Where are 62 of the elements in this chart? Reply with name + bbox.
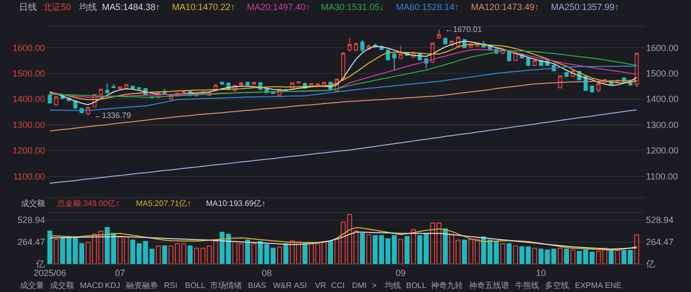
text: MACD <box>80 281 104 290</box>
annotation: ←1336.79 <box>94 111 132 120</box>
text: BIAS <box>248 281 266 290</box>
chart-title: 北证50 <box>43 2 72 12</box>
text: EXPMA <box>575 281 604 290</box>
x-tick-label: 08 <box>262 268 272 278</box>
y2-tick-label: 1600.00 <box>646 42 679 53</box>
x-tick-label: 07 <box>114 268 126 278</box>
text: MA20:1497.40↑ <box>247 2 310 12</box>
y2-tick-label: 亿 <box>645 259 655 270</box>
text: ENE <box>605 281 622 290</box>
y2-tick-label: 1500.00 <box>646 68 679 78</box>
text: 神奇九转 <box>431 281 463 290</box>
text: MA10:193.69亿↑ <box>206 199 266 208</box>
text: 神奇五线谱 <box>469 281 509 290</box>
text: DMI <box>352 281 367 290</box>
text: 成交量 <box>20 281 44 290</box>
y-tick-label: 528.94 <box>17 214 45 225</box>
text: KDJ <box>105 281 120 290</box>
y2-tick-label: 1200.00 <box>646 146 679 156</box>
annotation: ←1670.01 <box>445 25 482 34</box>
text: 均线 <box>78 2 97 12</box>
text: 成交额 <box>50 281 74 290</box>
text: VR <box>315 281 326 290</box>
text: 多空线 <box>545 281 569 290</box>
y-tick-label: 1100.00 <box>13 171 45 182</box>
text: MA5:1484.38↑ <box>102 2 160 12</box>
text: > <box>372 281 377 290</box>
chart-title: 成交额 <box>21 199 45 208</box>
text: 日线 <box>19 2 37 12</box>
text: 融资融券 <box>126 281 158 290</box>
y2-tick-label: 1100.00 <box>646 171 678 182</box>
y-tick-label: 1600.00 <box>12 42 45 53</box>
text: W&R <box>273 281 292 290</box>
text: BOLL <box>185 281 206 290</box>
text: MA5:207.71亿↑ <box>136 199 192 208</box>
y-tick-label: 264.47 <box>17 237 45 248</box>
text: MA120:1473.49↑ <box>471 2 540 12</box>
x-tick-label: 2025/06 <box>34 268 66 278</box>
y2-tick-label: 1400.00 <box>646 94 679 104</box>
text: MA10:1470.22↑ <box>172 2 236 12</box>
y2-tick-label: 1300.00 <box>646 120 679 130</box>
text: 均线 <box>384 281 401 290</box>
text: 总金额:349.00亿↑ <box>56 199 120 208</box>
text: BOLL <box>406 281 428 290</box>
y-tick-label: 1300.00 <box>12 120 45 130</box>
text: CCI <box>331 281 345 290</box>
x-tick-label: 10 <box>536 268 546 278</box>
text: MA250:1357.99↑ <box>551 2 620 12</box>
text: 市场情绪 <box>210 281 242 290</box>
text: MA60:1528.14↑ <box>396 2 460 12</box>
y-tick-label: 1200.00 <box>12 146 45 156</box>
y-tick-label: 1400.00 <box>12 94 45 104</box>
text: ASI <box>294 281 307 290</box>
text: RSI <box>164 281 178 290</box>
text: MA30:1531.05↓ <box>321 2 384 12</box>
x-tick-label: 09 <box>396 268 406 278</box>
y2-tick-label: 264.47 <box>646 237 674 248</box>
y2-tick-label: 528.94 <box>646 214 674 225</box>
y-tick-label: 亿 <box>35 259 45 270</box>
y-tick-label: 1500.00 <box>12 68 45 78</box>
text: 牛熊线 <box>515 281 539 290</box>
